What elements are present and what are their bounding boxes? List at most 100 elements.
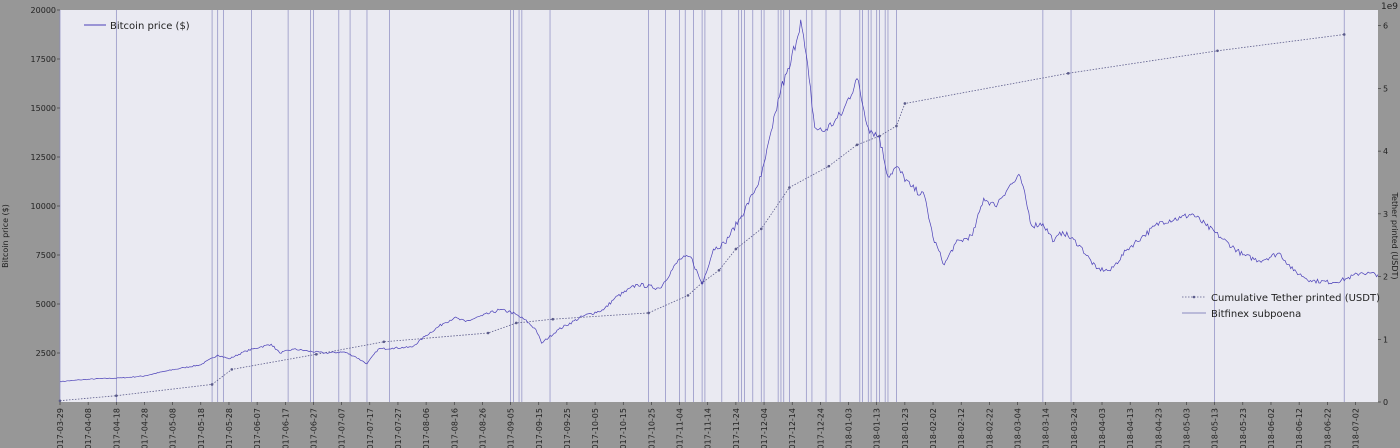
tether-point xyxy=(734,247,738,251)
right-y-tick-label: 3 xyxy=(1383,210,1388,219)
tether-series xyxy=(58,33,1346,403)
x-tick-label: 2017-05-28 xyxy=(225,408,234,448)
x-tick-label: 2018-06-12 xyxy=(1295,408,1304,448)
tether-point xyxy=(1342,33,1346,36)
x-tick-label: 2018-07-02 xyxy=(1352,408,1361,448)
x-tick-label: 2017-10-25 xyxy=(647,408,656,448)
x-tick-label: 2017-09-05 xyxy=(507,408,516,448)
right-y-tick-label: 0 xyxy=(1383,398,1388,407)
tether-point xyxy=(210,383,214,386)
tether-line xyxy=(59,34,1345,402)
legend-subpoena-label: Bitfinex subpoena xyxy=(1211,309,1301,320)
x-tick-label: 2018-04-13 xyxy=(1126,408,1135,448)
x-tick-label: 2018-01-03 xyxy=(845,408,854,448)
legend-top-left: Bitcoin price ($) xyxy=(84,21,190,32)
left-y-tick-label: 12500 xyxy=(31,153,56,162)
legend-tether-marker xyxy=(1192,295,1196,299)
tether-point xyxy=(1216,49,1219,53)
x-tick-label: 2017-12-04 xyxy=(760,408,769,448)
right-axis-exponent: 1e9 xyxy=(1381,2,1398,12)
x-axis: 2017-03-29 2017-04-08 2017-04-18 2017-04-28… xyxy=(56,402,1361,448)
x-tick-label: 2017-04-28 xyxy=(141,408,150,448)
x-tick-label: 2018-06-02 xyxy=(1267,408,1276,448)
tether-point xyxy=(686,294,690,297)
plot-area xyxy=(60,10,1378,402)
right-y-tick-label: 1 xyxy=(1383,335,1388,344)
x-tick-label: 2017-11-14 xyxy=(704,408,713,448)
left-y-axis: 2500 5000 7500 10000 12500 15000 17500 20000 xyxy=(31,6,60,358)
right-y-tick-label: 6 xyxy=(1383,22,1388,31)
x-tick-label: 2017-06-17 xyxy=(281,408,290,448)
x-tick-label: 2017-08-26 xyxy=(478,408,487,448)
x-tick-label: 2017-06-27 xyxy=(310,408,319,448)
x-tick-label: 2018-02-22 xyxy=(985,408,994,448)
x-tick-label: 2017-03-29 xyxy=(56,408,65,448)
x-tick-label: 2017-08-16 xyxy=(450,408,459,448)
x-tick-label: 2017-09-25 xyxy=(563,408,572,448)
event-lines xyxy=(59,10,1345,402)
x-tick-label: 2017-12-24 xyxy=(816,408,825,448)
x-tick-label: 2018-01-13 xyxy=(873,408,882,448)
tether-point xyxy=(903,102,907,105)
x-tick-label: 2017-12-14 xyxy=(788,408,797,448)
right-y-tick-label: 5 xyxy=(1383,84,1388,93)
tether-point xyxy=(382,340,386,344)
right-y-tick-label: 2 xyxy=(1383,273,1388,282)
x-tick-label: 2018-02-02 xyxy=(929,408,938,448)
x-tick-label: 2017-04-08 xyxy=(84,408,93,448)
x-tick-label: 2017-07-07 xyxy=(338,408,347,448)
left-y-tick-label: 15000 xyxy=(31,104,56,113)
x-tick-label: 2017-05-18 xyxy=(197,408,206,448)
left-y-tick-label: 17500 xyxy=(31,55,56,64)
right-y-axis: 0 1 2 3 4 5 6 xyxy=(1378,22,1388,407)
tether-point xyxy=(647,311,650,315)
x-tick-label: 2018-03-24 xyxy=(1070,408,1079,448)
tether-point xyxy=(827,164,831,168)
x-tick-label: 2017-07-17 xyxy=(366,408,375,448)
x-tick-label: 2017-10-15 xyxy=(619,408,628,448)
tether-point xyxy=(314,353,318,356)
left-y-tick-label: 2500 xyxy=(36,349,56,358)
bitcoin-series xyxy=(59,19,1379,383)
x-tick-label: 2018-04-03 xyxy=(1098,408,1107,448)
legend-center-right: Cumulative Tether printed (USDT) Bitfinex… xyxy=(1182,293,1380,320)
bitcoin-price-line xyxy=(59,19,1379,383)
x-tick-label: 2018-05-23 xyxy=(1239,408,1248,448)
x-tick-label: 2017-10-05 xyxy=(591,408,600,448)
tether-point xyxy=(717,268,721,272)
x-tick-label: 2017-09-15 xyxy=(535,408,544,448)
tether-point xyxy=(788,186,791,189)
x-tick-label: 2017-11-24 xyxy=(732,408,741,448)
x-tick-label: 2018-05-13 xyxy=(1211,408,1220,448)
left-y-tick-label: 10000 xyxy=(31,202,56,211)
legend-bitcoin-label: Bitcoin price ($) xyxy=(110,21,190,32)
tether-point xyxy=(551,317,555,321)
x-tick-label: 2017-04-18 xyxy=(112,408,121,448)
tether-point xyxy=(115,394,118,398)
x-tick-label: 2018-05-03 xyxy=(1183,408,1192,448)
x-tick-label: 2018-02-12 xyxy=(957,408,966,448)
x-tick-label: 2018-04-23 xyxy=(1154,408,1163,448)
left-y-tick-label: 20000 xyxy=(31,6,56,15)
x-tick-label: 2018-01-23 xyxy=(901,408,910,448)
tether-point xyxy=(895,124,898,128)
x-tick-label: 2018-03-04 xyxy=(1014,408,1023,448)
tether-point xyxy=(1066,72,1070,75)
right-y-axis-label: Tether printed (USDT) xyxy=(1390,192,1399,280)
x-tick-label: 2017-08-06 xyxy=(422,408,431,448)
x-tick-label: 2017-11-04 xyxy=(676,408,685,448)
tether-point xyxy=(514,321,518,325)
tether-point xyxy=(759,227,763,231)
left-y-axis-label: Bitcoin price ($) xyxy=(1,204,10,268)
left-y-tick-label: 7500 xyxy=(36,251,56,260)
tether-point xyxy=(58,399,62,403)
tether-point xyxy=(230,368,234,371)
right-y-tick-label: 4 xyxy=(1383,147,1388,156)
x-tick-label: 2018-06-22 xyxy=(1323,408,1332,448)
x-tick-label: 2017-07-27 xyxy=(394,408,403,448)
x-tick-label: 2018-03-14 xyxy=(1042,408,1051,448)
legend-tether-label: Cumulative Tether printed (USDT) xyxy=(1211,293,1380,304)
tether-point xyxy=(855,143,859,147)
left-y-tick-label: 5000 xyxy=(36,300,56,309)
